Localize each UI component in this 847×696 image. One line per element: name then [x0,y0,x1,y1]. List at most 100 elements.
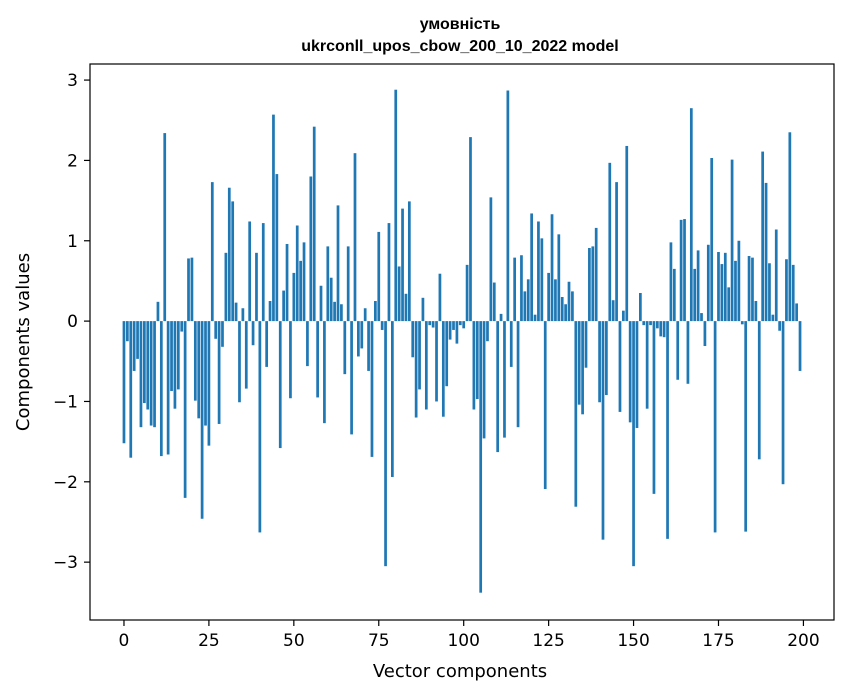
bar-38 [251,321,255,346]
bar-128 [557,234,561,322]
x-tick-label: 100 [447,631,479,651]
y-tick-label: 0 [67,312,78,332]
bar-20 [190,257,194,322]
y-axis-ticks: −3 −2 −1 0 1 2 3 [53,71,90,573]
bar-46 [278,321,282,449]
y-tick-label: −1 [53,392,78,412]
bar-103 [472,321,476,410]
bar-78 [387,223,391,322]
bar-138 [591,246,595,322]
bar-160 [666,321,669,539]
bar-117 [520,255,523,322]
bar-97 [452,321,455,330]
bar-121 [533,314,537,322]
bar-68 [353,153,357,322]
bar-197 [791,264,795,322]
bar-91 [431,321,435,328]
bar-177 [723,252,727,322]
bar-17 [180,321,184,332]
bar-58 [319,285,323,322]
bar-84 [407,201,411,322]
bar-114 [509,321,513,367]
bar-107 [486,321,489,342]
bar-94 [441,321,445,417]
bar-123 [540,238,544,322]
bar-70 [360,321,364,349]
bar-33 [234,302,238,322]
bar-150 [632,321,635,567]
bar-87 [418,321,421,390]
bar-18 [183,321,187,498]
plot-frame [89,63,835,621]
bar-95 [445,321,449,387]
bar-9 [153,321,156,428]
bar-195 [785,259,788,322]
bar-132 [571,291,574,322]
bar-0 [122,321,126,444]
bar-41 [261,223,265,322]
bar-98 [455,321,459,344]
bar-43 [268,301,272,322]
bar-4 [136,321,139,359]
bar-36 [244,321,248,389]
bar-110 [496,321,500,453]
bar-77 [384,321,387,567]
bar-67 [350,321,353,435]
x-tick-label: 175 [702,631,734,651]
bar-183 [744,321,748,532]
bar-155 [649,321,652,326]
bar-51 [295,225,299,322]
bar-112 [503,321,506,438]
x-axis-ticks: 0 25 50 75 100 125 150 175 200 [119,620,820,651]
bar-1 [126,321,129,342]
bars-group [122,89,802,593]
x-tick-label: 200 [787,631,819,651]
bar-88 [421,297,425,322]
bar-79 [391,321,394,477]
bar-23 [200,321,204,519]
x-tick-label: 50 [283,631,305,651]
bar-182 [740,321,744,325]
bar-191 [771,314,775,322]
bar-30 [224,252,228,322]
bar-100 [462,321,466,329]
bar-141 [601,321,605,540]
x-tick-label: 150 [617,631,649,651]
bar-137 [588,247,591,322]
bar-90 [428,321,432,326]
bar-57 [316,321,319,398]
bar-144 [611,300,615,322]
bar-134 [577,321,581,405]
bar-129 [560,297,564,322]
bar-32 [231,201,235,322]
bar-65 [343,321,347,375]
bar-135 [581,321,584,415]
bar-194 [781,321,785,485]
bar-47 [282,290,285,322]
bar-42 [265,321,269,367]
bar-14 [170,321,173,392]
bar-166 [686,321,690,384]
bar-83 [404,293,408,322]
bar-62 [333,301,336,322]
bar-74 [374,301,377,322]
bar-105 [479,321,483,593]
bar-167 [689,108,693,322]
bar-53 [302,242,306,322]
y-tick-label: −2 [53,473,78,493]
bar-153 [642,321,646,326]
bar-174 [713,321,717,533]
bar-109 [492,282,496,322]
bar-145 [615,182,618,322]
bar-152 [639,292,642,322]
bar-157 [655,321,659,329]
bar-2 [129,321,133,458]
bar-11 [159,321,163,457]
bar-6 [143,321,146,404]
bar-165 [683,219,686,322]
bar-16 [176,321,180,390]
bar-162 [672,268,676,322]
bar-115 [513,257,517,322]
bar-179 [730,159,734,322]
bar-37 [248,221,252,322]
